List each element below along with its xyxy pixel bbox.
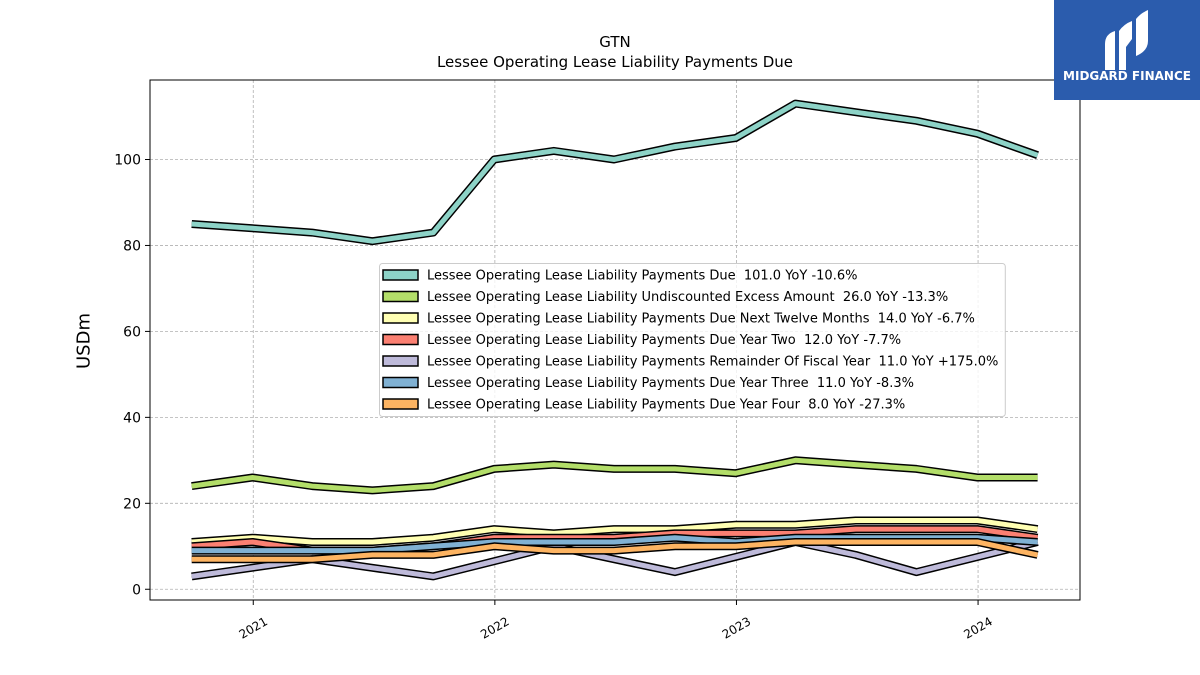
legend-yoy-change: -6.7% (937, 312, 975, 327)
legend-label: Lessee Operating Lease Liability Undisco… (427, 290, 948, 305)
legend-latest-value: 8.0 (808, 398, 829, 413)
legend-swatch (382, 290, 419, 303)
legend-spacer (835, 290, 843, 305)
y-tick-label: 60 (123, 324, 141, 340)
legend-swatch (382, 269, 419, 281)
legend-series-name: Lessee Operating Lease Liability Undisco… (427, 290, 835, 305)
series-1-line (191, 101, 1039, 244)
series-7-line (191, 539, 1039, 562)
legend-yoy-change: -13.3% (902, 290, 948, 305)
series-1 (191, 99, 1039, 246)
chart-subtitle: Lessee Operating Lease Liability Payment… (437, 53, 793, 71)
series-5 (191, 538, 1039, 581)
legend-yoy-word: YoY (849, 376, 872, 391)
legend-series-name: Lessee Operating Lease Liability Payment… (427, 333, 796, 348)
axes-frame (149, 79, 1081, 601)
legend-series-name: Lessee Operating Lease Liability Payment… (427, 376, 809, 391)
series-lines (191, 99, 1039, 581)
chart-title: GTN (599, 33, 630, 51)
legend-latest-value: 101.0 (744, 269, 781, 284)
series-2 (191, 456, 1038, 495)
legend-series-name: Lessee Operating Lease Liability Payment… (427, 398, 801, 413)
series-3 (191, 516, 1039, 546)
legend-spacer (870, 355, 878, 370)
legend-yoy-word: YoY (875, 290, 898, 305)
legend-label: Lessee Operating Lease Liability Payment… (427, 355, 998, 370)
y-tick-label: 0 (132, 582, 141, 598)
legend-latest-value: 11.0 (879, 355, 908, 370)
midgard-logo-icon (1105, 10, 1148, 70)
legend-label: Lessee Operating Lease Liability Payment… (427, 269, 857, 284)
legend-label: Lessee Operating Lease Liability Payment… (427, 398, 905, 413)
legend-latest-value: 14.0 (878, 312, 907, 327)
y-axis: 0 20 40 60 80 100 (114, 153, 150, 598)
legend-series-name: Lessee Operating Lease Liability Payment… (427, 355, 871, 370)
legend-latest-value: 12.0 (804, 333, 833, 348)
legend-swatch (382, 312, 419, 324)
y-tick-label: 40 (123, 410, 141, 426)
legend-entry: Lessee Operating Lease Liability Payment… (382, 333, 901, 348)
logo-text: MIDGARD FINANCE (1063, 69, 1191, 83)
y-axis-label: USDm (74, 313, 95, 369)
legend-yoy-word: YoY (836, 333, 859, 348)
legend-entry: Lessee Operating Lease Liability Payment… (382, 398, 905, 413)
series-2-line (191, 457, 1038, 493)
y-tick-label: 20 (123, 496, 141, 512)
legend-entry: Lessee Operating Lease Liability Payment… (382, 312, 975, 327)
legend-box (379, 263, 1006, 417)
legend-label: Lessee Operating Lease Liability Payment… (427, 333, 901, 348)
legend: Lessee Operating Lease Liability Payment… (379, 263, 1006, 417)
legend-yoy-change: -10.6% (811, 269, 857, 284)
y-tick-label: 100 (114, 153, 141, 169)
legend-swatch (382, 398, 419, 410)
legend-entry: Lessee Operating Lease Liability Payment… (382, 355, 998, 370)
legend-spacer (796, 333, 804, 348)
series-5-line (191, 539, 1039, 579)
legend-entry: Lessee Operating Lease Liability Payment… (382, 376, 914, 391)
legend-series-name: Lessee Operating Lease Liability Payment… (427, 312, 870, 327)
legend-yoy-change: +175.0% (938, 355, 998, 370)
legend-spacer (809, 376, 817, 391)
brand-logo: MIDGARD FINANCE (1054, 0, 1200, 100)
legend-entry: Lessee Operating Lease Liability Undisco… (382, 290, 948, 305)
legend-spacer (800, 398, 808, 413)
series-3-line (191, 518, 1038, 545)
series-6-line (191, 535, 1038, 554)
legend-yoy-change: -7.7% (863, 333, 901, 348)
logo-background (1054, 0, 1200, 100)
legend-yoy-change: -8.3% (876, 376, 914, 391)
legend-latest-value: 26.0 (843, 290, 872, 305)
legend-label: Lessee Operating Lease Liability Payment… (427, 376, 914, 391)
legend-spacer (870, 312, 878, 327)
legend-spacer (736, 269, 744, 284)
legend-yoy-word: YoY (911, 355, 934, 370)
legend-yoy-word: YoY (910, 312, 933, 327)
legend-swatch (382, 355, 419, 367)
legend-latest-value: 11.0 (817, 376, 846, 391)
series-7 (191, 538, 1039, 564)
legend-swatch (382, 376, 419, 389)
legend-yoy-word: YoY (832, 398, 855, 413)
legend-swatch (382, 333, 419, 346)
legend-entry: Lessee Operating Lease Liability Payment… (382, 269, 857, 284)
legend-yoy-change: -27.3% (859, 398, 905, 413)
series-6 (191, 533, 1038, 555)
legend-series-name: Lessee Operating Lease Liability Payment… (427, 269, 736, 284)
legend-yoy-word: YoY (784, 269, 807, 284)
y-tick-label: 80 (123, 238, 141, 254)
legend-label: Lessee Operating Lease Liability Payment… (427, 312, 975, 327)
